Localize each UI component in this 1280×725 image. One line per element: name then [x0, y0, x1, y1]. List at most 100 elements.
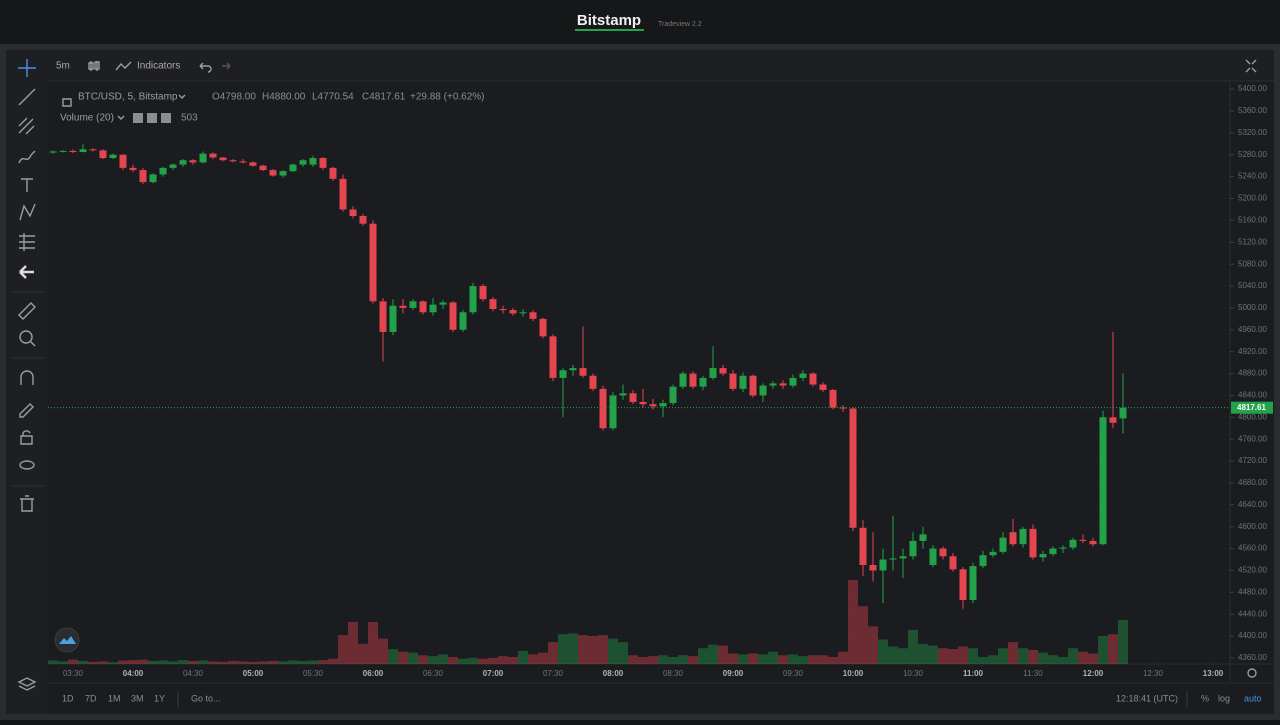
goto-button[interactable]: Go to...	[191, 693, 221, 703]
candle-body	[339, 178, 347, 210]
volume-hide[interactable]	[147, 113, 157, 123]
interval-button[interactable]: 5m	[56, 61, 70, 72]
logo-button[interactable]	[54, 627, 80, 653]
candle-body	[549, 336, 557, 378]
candle-body	[329, 167, 337, 179]
x-tick-label: 10:00	[843, 669, 864, 678]
candle-body	[399, 305, 407, 308]
candle-body	[189, 160, 197, 163]
magnet-tool[interactable]	[20, 370, 34, 385]
candle-body	[1059, 547, 1067, 549]
brush-tool[interactable]	[18, 150, 36, 164]
volume-bar	[558, 634, 568, 664]
volume-bar	[328, 658, 338, 664]
candle-body	[599, 388, 607, 429]
candle-body	[299, 160, 307, 165]
candle-body	[919, 534, 927, 541]
visibility-tool[interactable]	[19, 460, 35, 470]
range-button[interactable]: 7D	[85, 693, 97, 703]
scale-option[interactable]: auto	[1244, 693, 1262, 703]
measure-tool[interactable]	[18, 302, 36, 320]
candle-body	[589, 375, 597, 389]
candle-body	[479, 286, 487, 300]
zoom-tool[interactable]	[19, 330, 33, 344]
chart-type-icon[interactable]	[88, 61, 100, 71]
trendline-tool[interactable]	[18, 88, 36, 106]
fullscreen-button[interactable]	[1245, 59, 1257, 73]
pattern-tool[interactable]	[19, 203, 36, 221]
text-tool[interactable]	[21, 178, 33, 192]
x-tick-label: 09:30	[783, 669, 804, 678]
scale-option[interactable]: %	[1201, 693, 1209, 703]
range-button[interactable]: 1Y	[154, 693, 165, 703]
volume-bar	[958, 646, 968, 664]
range-button[interactable]: 3M	[131, 693, 144, 703]
volume-bar	[988, 655, 998, 664]
range-button[interactable]: 1M	[108, 693, 121, 703]
volume-bar	[458, 658, 468, 664]
candle-body	[89, 149, 97, 151]
volume-bar	[1078, 651, 1088, 664]
scale-option[interactable]: log	[1218, 693, 1230, 703]
crosshair-tool[interactable]	[18, 59, 36, 77]
pitchfork-tool[interactable]	[18, 117, 35, 135]
volume-remove[interactable]	[161, 113, 171, 123]
volume-bar	[878, 639, 888, 664]
volume-bar	[628, 655, 638, 664]
lock-draw-tool[interactable]	[19, 403, 34, 418]
candle-body	[409, 301, 417, 308]
range-button[interactable]: 1D	[62, 693, 74, 703]
volume-bar	[1018, 648, 1028, 664]
lock-tool[interactable]	[20, 430, 33, 445]
candle-body	[619, 393, 627, 396]
redo-button[interactable]	[222, 62, 231, 70]
volume-bar	[1068, 648, 1078, 664]
volume-bar	[858, 606, 868, 664]
settings-button[interactable]	[1247, 668, 1257, 678]
undo-button[interactable]	[199, 62, 212, 73]
volume-dropdown[interactable]	[117, 115, 125, 120]
left-toolbar	[6, 50, 48, 714]
candle-body	[69, 150, 77, 153]
candle-body	[999, 537, 1007, 552]
y-tick-label: 4640.00	[1238, 500, 1267, 509]
back-tool[interactable]	[19, 265, 34, 279]
volume-bar	[408, 652, 418, 664]
indicators-icon	[115, 61, 132, 71]
candle-body	[629, 393, 637, 402]
volume-bar	[728, 653, 738, 664]
candle-body	[709, 368, 717, 378]
volume-bar	[798, 656, 808, 664]
candle-body	[99, 150, 107, 159]
candle-body	[119, 154, 127, 168]
volume-bar	[788, 654, 798, 664]
volume-settings[interactable]	[133, 113, 143, 123]
candle-body	[389, 305, 397, 332]
y-tick-label: 5040.00	[1238, 281, 1267, 290]
candle-body	[779, 383, 787, 386]
candle-body	[1079, 539, 1087, 541]
volume-bar	[1118, 619, 1128, 664]
volume-bar	[308, 660, 318, 664]
x-tick-label: 12:00	[1083, 669, 1104, 678]
volume-bar	[658, 655, 668, 664]
ohlc-value: L4770.54	[312, 92, 354, 103]
top-toolbar	[48, 50, 1274, 81]
volume-bar	[68, 659, 78, 664]
candle-body	[59, 150, 67, 152]
candle-body	[289, 164, 297, 172]
volume-bar	[778, 655, 788, 664]
candle-body	[219, 157, 227, 161]
brand: Bitstamp	[577, 12, 641, 29]
candle-body	[1019, 528, 1027, 545]
prediction-tool[interactable]	[19, 233, 35, 251]
indicators-button[interactable]: Indicators	[137, 61, 180, 72]
layers-button[interactable]	[17, 677, 37, 691]
x-tick-label: 10:30	[903, 669, 924, 678]
collapse-legend[interactable]	[62, 98, 72, 107]
symbol-dropdown[interactable]	[178, 94, 186, 99]
candle-body	[759, 385, 767, 396]
logo-icon	[59, 636, 76, 644]
delete-tool[interactable]	[20, 495, 34, 512]
y-tick-label: 5280.00	[1238, 150, 1267, 159]
